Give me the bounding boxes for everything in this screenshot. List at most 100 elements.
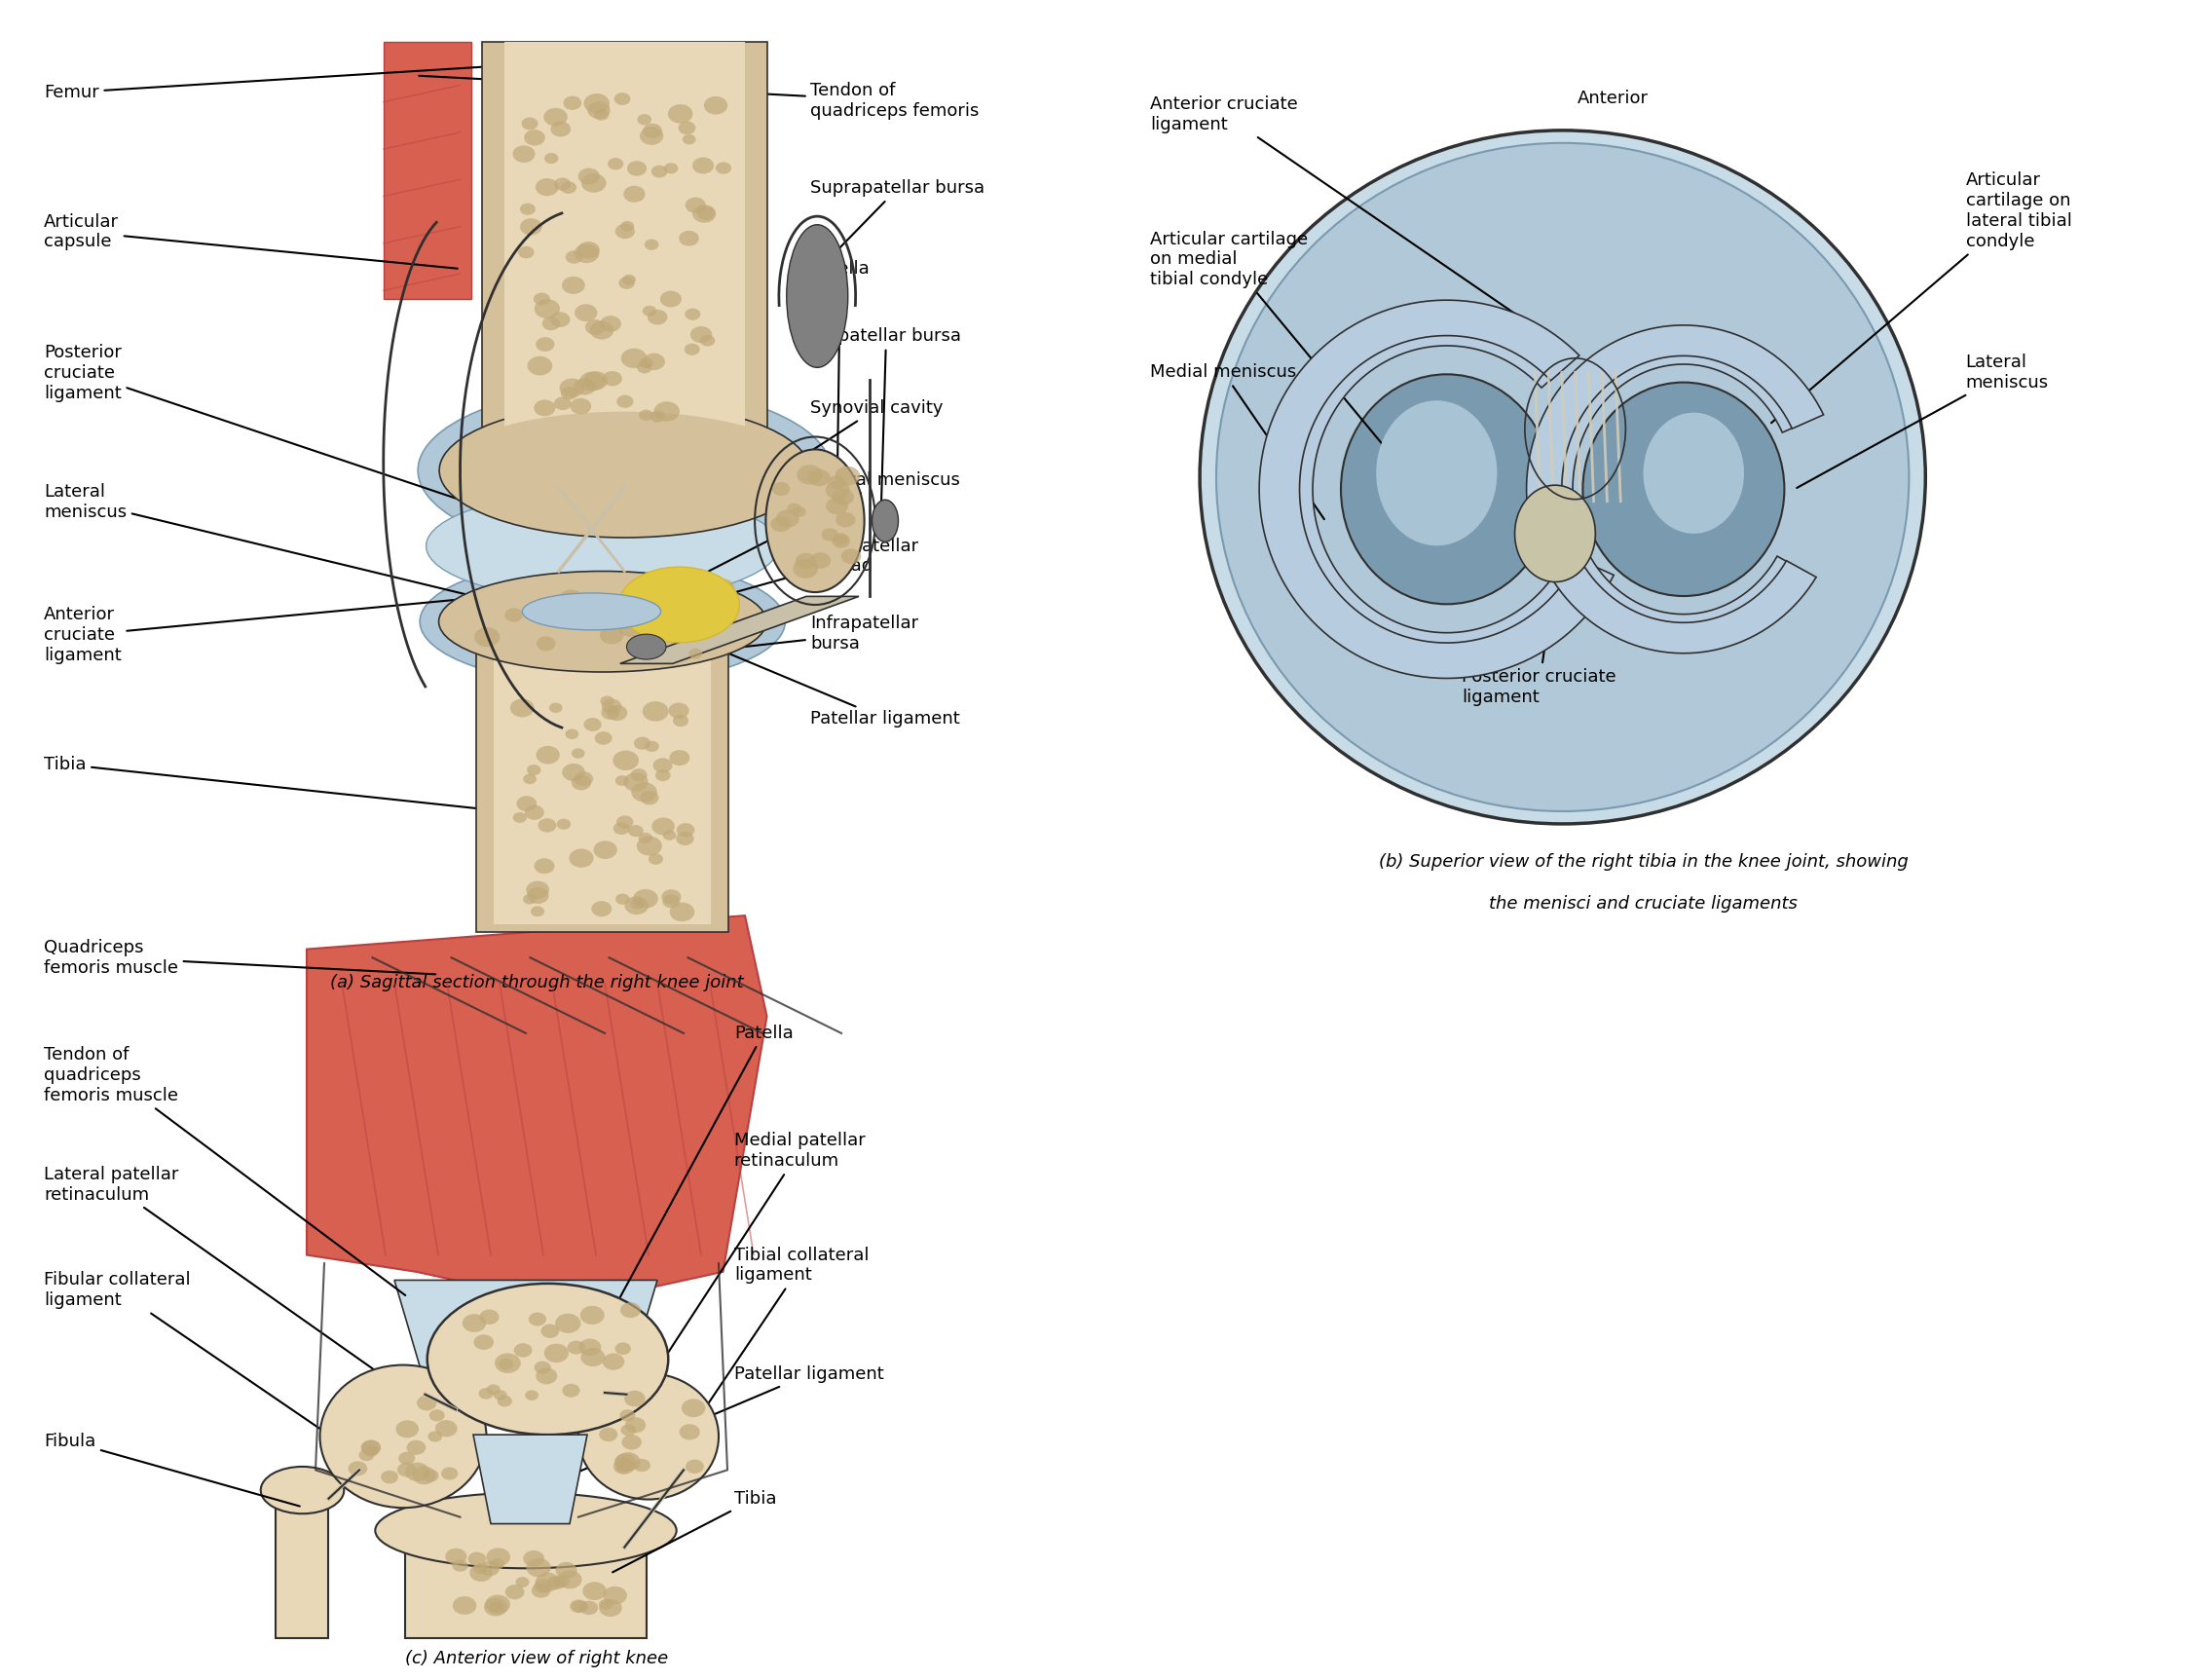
Circle shape (469, 1564, 493, 1581)
Circle shape (557, 1562, 576, 1579)
Circle shape (692, 158, 714, 173)
Ellipse shape (438, 571, 767, 672)
Text: Tendon of
quadriceps
femoris muscle: Tendon of quadriceps femoris muscle (44, 1047, 405, 1295)
Circle shape (616, 1452, 640, 1472)
Ellipse shape (1216, 143, 1908, 811)
Circle shape (651, 410, 666, 422)
Circle shape (587, 101, 611, 119)
Circle shape (550, 121, 572, 136)
Text: Synovial cavity: Synovial cavity (692, 400, 944, 528)
Circle shape (638, 635, 662, 655)
Circle shape (664, 163, 677, 173)
Circle shape (554, 1314, 581, 1334)
Text: Suprapatellar bursa: Suprapatellar bursa (811, 180, 986, 269)
Circle shape (497, 1396, 513, 1406)
Ellipse shape (1582, 383, 1783, 596)
Circle shape (670, 902, 695, 922)
Polygon shape (1273, 311, 1602, 669)
Circle shape (561, 181, 576, 193)
Circle shape (530, 906, 543, 917)
Bar (405, 1530, 646, 1638)
Circle shape (570, 848, 594, 867)
Text: (a) Sagittal section through the right knee joint: (a) Sagittal section through the right k… (331, 974, 743, 991)
Circle shape (771, 516, 791, 533)
Ellipse shape (1341, 375, 1553, 605)
Circle shape (535, 858, 554, 874)
Circle shape (624, 773, 649, 791)
Text: Lateral meniscus: Lateral meniscus (649, 472, 960, 601)
Text: Medial meniscus: Medial meniscus (1150, 363, 1323, 519)
Circle shape (519, 203, 535, 215)
Circle shape (362, 1440, 381, 1455)
Circle shape (399, 1452, 414, 1465)
Circle shape (526, 764, 541, 776)
Ellipse shape (438, 403, 811, 538)
Text: Fibular collateral
ligament: Fibular collateral ligament (44, 1272, 366, 1460)
Polygon shape (1260, 301, 1615, 679)
Bar (482, 42, 767, 470)
Circle shape (629, 825, 644, 837)
Circle shape (675, 832, 695, 845)
Circle shape (620, 1410, 635, 1421)
Circle shape (528, 356, 552, 375)
Circle shape (622, 1435, 642, 1450)
Circle shape (541, 1324, 559, 1339)
Circle shape (561, 277, 585, 294)
Circle shape (563, 763, 585, 781)
Circle shape (622, 606, 646, 625)
Circle shape (574, 244, 598, 264)
Text: Patellar ligament: Patellar ligament (675, 632, 960, 727)
Circle shape (524, 1551, 543, 1567)
Circle shape (673, 714, 688, 727)
Circle shape (699, 334, 714, 346)
Circle shape (583, 371, 607, 390)
Circle shape (622, 274, 635, 286)
Circle shape (651, 818, 675, 835)
Circle shape (620, 1302, 640, 1317)
Circle shape (771, 482, 791, 496)
Circle shape (473, 627, 500, 647)
Circle shape (600, 706, 620, 719)
Text: Patella: Patella (607, 1025, 793, 1324)
Circle shape (581, 1347, 605, 1366)
Circle shape (500, 1359, 513, 1369)
Circle shape (600, 316, 622, 333)
Circle shape (651, 165, 668, 178)
Circle shape (841, 549, 861, 564)
Circle shape (578, 1339, 600, 1356)
Bar (504, 42, 745, 454)
Circle shape (567, 1341, 585, 1354)
Circle shape (594, 109, 609, 121)
Circle shape (541, 316, 561, 331)
Circle shape (616, 223, 635, 239)
Circle shape (684, 343, 699, 356)
Circle shape (436, 1420, 458, 1436)
Circle shape (524, 129, 546, 146)
Circle shape (655, 769, 670, 781)
Circle shape (616, 1342, 631, 1354)
Circle shape (563, 96, 581, 109)
Circle shape (559, 610, 572, 622)
Circle shape (445, 1549, 467, 1564)
Circle shape (703, 96, 727, 114)
Circle shape (679, 1425, 699, 1440)
Circle shape (616, 815, 633, 828)
Circle shape (513, 811, 526, 823)
Circle shape (616, 1457, 631, 1468)
Circle shape (690, 326, 712, 343)
Circle shape (561, 386, 578, 400)
Circle shape (451, 1559, 469, 1571)
Circle shape (412, 1467, 436, 1485)
Circle shape (585, 319, 605, 334)
Circle shape (565, 729, 578, 739)
Circle shape (826, 480, 850, 499)
Circle shape (524, 894, 537, 904)
Circle shape (822, 528, 839, 541)
Circle shape (776, 509, 800, 528)
Ellipse shape (440, 575, 765, 667)
Circle shape (679, 230, 699, 245)
Circle shape (550, 702, 563, 712)
Circle shape (554, 178, 572, 190)
Ellipse shape (767, 450, 863, 593)
Circle shape (828, 475, 846, 489)
